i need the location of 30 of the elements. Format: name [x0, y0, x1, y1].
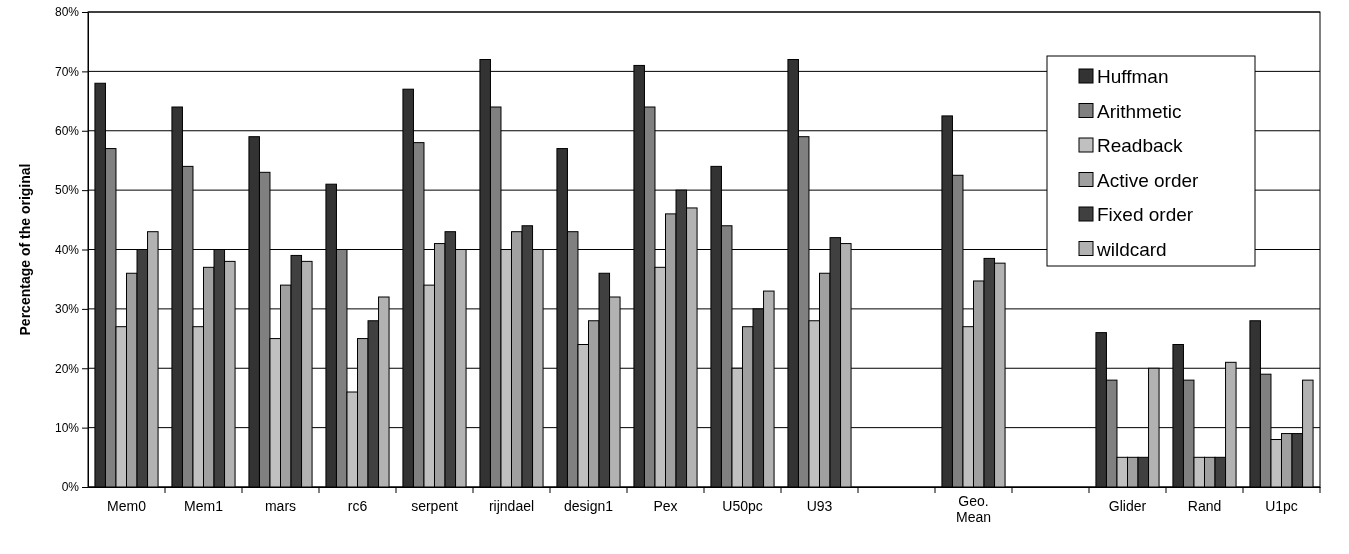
legend-label: wildcard: [1096, 238, 1167, 260]
legend-label: Fixed order: [1097, 204, 1194, 225]
x-tick-label: Mem1: [184, 498, 224, 515]
y-tick-label: 30%: [54, 302, 80, 317]
y-tick-label: 20%: [54, 361, 80, 376]
y-tick-label: 10%: [54, 420, 80, 435]
x-tick-label: Glider: [1108, 498, 1147, 515]
x-tick-label: Rand: [1187, 498, 1222, 515]
x-tick-label: serpent: [411, 498, 458, 515]
y-tick-label: 80%: [54, 5, 80, 20]
x-tick-label: design1: [563, 498, 614, 515]
x-tick-label: Mem0: [107, 498, 147, 515]
y-tick-label: 70%: [54, 64, 80, 79]
x-tick-label: mars: [264, 498, 297, 515]
y-tick-label: 60%: [54, 124, 80, 139]
x-tick-label: Geo. Mean: [955, 492, 992, 526]
x-tick-label: U50pc: [722, 498, 763, 515]
y-tick-label: 40%: [54, 242, 80, 257]
y-tick-label: 50%: [54, 183, 80, 198]
x-tick-label: U93: [806, 498, 833, 515]
legend-label: Huffman: [1097, 66, 1169, 87]
legend-label: Arithmetic: [1097, 100, 1182, 122]
legend-label: Active order: [1097, 169, 1200, 191]
y-axis-title: Percentage of the original: [17, 163, 33, 336]
x-tick-label: rc6: [347, 498, 368, 515]
x-tick-label: U1pc: [1265, 498, 1298, 515]
legend-label: Readback: [1097, 135, 1184, 156]
x-tick-label: rijndael: [488, 498, 535, 515]
x-tick-label: Pex: [653, 498, 678, 515]
y-tick-label: 0%: [61, 480, 80, 495]
